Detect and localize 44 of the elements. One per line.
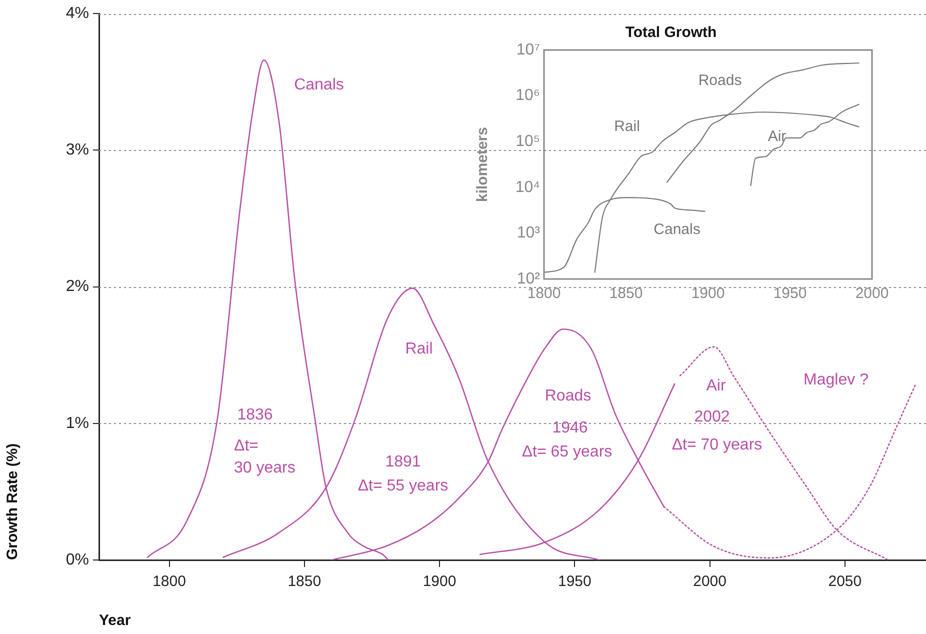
- x-tick-label: 1850: [288, 573, 322, 590]
- series-label: Rail: [405, 340, 433, 358]
- annotation: Δt=: [234, 437, 258, 454]
- x-tick-label: 1800: [527, 285, 561, 302]
- x-tick-label: 2000: [855, 285, 889, 302]
- annotation: 1946: [552, 419, 588, 436]
- y-tick-label: 10⁴: [515, 178, 540, 196]
- series-label: Roads: [544, 387, 592, 404]
- y-tick-label: 0%: [66, 551, 89, 568]
- series-label: Rail: [614, 118, 640, 136]
- x-tick-label: 1800: [152, 573, 186, 590]
- annotation: Δt= 65 years: [522, 443, 612, 460]
- text: Maglev ?: [804, 371, 869, 388]
- x-tick-label: 1900: [422, 573, 456, 590]
- x-axis-title: Year: [99, 612, 131, 630]
- y-tick-label: 10⁶: [516, 87, 540, 104]
- y-axis-title: kilometers: [474, 126, 492, 202]
- y-tick-label: 1%: [66, 414, 89, 432]
- y-tick-label: 10⁷: [516, 41, 540, 58]
- annotation: 2002: [694, 408, 730, 426]
- x-tick-label: 2000: [693, 573, 726, 590]
- y-tick-label: 4%: [66, 5, 89, 22]
- series-label: Roads: [698, 72, 742, 90]
- series-label: Air: [706, 377, 726, 394]
- y-tick-label: 10⁵: [516, 133, 540, 150]
- x-tick-label: 1950: [558, 573, 592, 590]
- y-tick-label: 2%: [66, 278, 89, 296]
- x-tick-label: 1900: [691, 285, 725, 302]
- y-axis-title: Growth Rate (%): [4, 443, 22, 560]
- annotation: Δt= 55 years: [358, 477, 448, 494]
- y-tick-label: 3%: [66, 142, 89, 159]
- y-tick-label: 10²: [516, 270, 541, 288]
- annotation: 1836: [237, 406, 273, 424]
- chart-title: Total Growth: [625, 24, 717, 42]
- series-label: Canals: [654, 221, 700, 238]
- y-tick-label: 10³: [516, 224, 541, 242]
- x-tick-label: 2050: [828, 573, 862, 590]
- x-tick-label: 1950: [773, 285, 807, 302]
- series-label: Air: [768, 128, 786, 146]
- annotation: 30 years: [234, 459, 296, 476]
- series-label: Canals: [294, 76, 344, 94]
- x-tick-label: 1850: [609, 285, 643, 302]
- annotation: 1891: [385, 453, 421, 470]
- annotation: Δt= 70 years: [672, 436, 762, 454]
